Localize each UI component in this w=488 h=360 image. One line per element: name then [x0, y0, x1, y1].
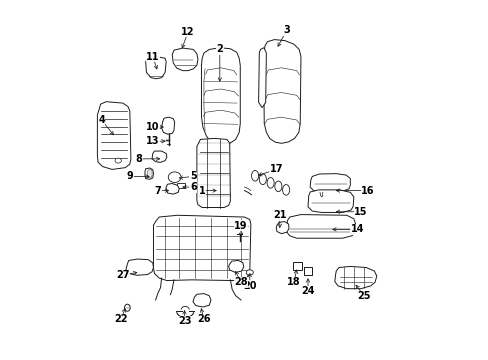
Text: 14: 14 — [350, 224, 364, 234]
Text: 16: 16 — [361, 186, 374, 195]
Polygon shape — [152, 151, 166, 162]
Polygon shape — [228, 260, 244, 273]
Text: 9: 9 — [126, 171, 133, 181]
Polygon shape — [153, 215, 250, 280]
Ellipse shape — [282, 185, 289, 195]
Polygon shape — [97, 102, 131, 170]
Text: 18: 18 — [286, 277, 300, 287]
Text: 25: 25 — [357, 292, 370, 301]
Text: 3: 3 — [283, 25, 289, 35]
Text: 26: 26 — [197, 314, 210, 324]
Text: 15: 15 — [353, 207, 367, 217]
Text: 5: 5 — [189, 171, 196, 181]
Text: 11: 11 — [146, 51, 159, 62]
Text: 13: 13 — [146, 136, 159, 146]
Polygon shape — [168, 172, 181, 183]
Text: 22: 22 — [114, 314, 127, 324]
Polygon shape — [177, 309, 193, 318]
Text: 7: 7 — [154, 186, 161, 195]
Polygon shape — [166, 184, 179, 194]
Polygon shape — [258, 48, 266, 108]
Text: 10: 10 — [146, 122, 159, 132]
Text: 1: 1 — [199, 186, 205, 195]
Ellipse shape — [115, 158, 121, 163]
Ellipse shape — [124, 304, 130, 311]
Polygon shape — [145, 168, 153, 179]
Text: 2: 2 — [216, 45, 223, 54]
Polygon shape — [147, 170, 152, 178]
Text: 23: 23 — [178, 316, 191, 326]
Polygon shape — [201, 48, 240, 145]
Ellipse shape — [259, 174, 266, 185]
Polygon shape — [309, 174, 349, 192]
Text: 24: 24 — [301, 286, 314, 296]
Polygon shape — [161, 117, 174, 134]
Text: 21: 21 — [272, 210, 286, 220]
Text: 17: 17 — [269, 165, 283, 174]
Text: 19: 19 — [234, 221, 247, 231]
Polygon shape — [307, 190, 353, 212]
Polygon shape — [193, 294, 210, 307]
Ellipse shape — [251, 171, 258, 181]
Text: 27: 27 — [116, 270, 129, 280]
Ellipse shape — [266, 177, 274, 188]
Bar — [176, 183, 184, 189]
Polygon shape — [172, 48, 198, 71]
Bar — [293, 262, 302, 270]
Ellipse shape — [246, 270, 253, 275]
Polygon shape — [276, 222, 288, 234]
Ellipse shape — [274, 181, 281, 192]
Text: 8: 8 — [135, 154, 142, 164]
Text: 4: 4 — [98, 115, 105, 125]
Polygon shape — [197, 138, 230, 207]
Polygon shape — [126, 259, 153, 275]
Text: 20: 20 — [243, 281, 256, 291]
Polygon shape — [334, 266, 376, 289]
Text: 6: 6 — [189, 182, 196, 192]
Polygon shape — [145, 57, 166, 79]
Text: 12: 12 — [181, 27, 194, 37]
Text: 28: 28 — [234, 277, 247, 287]
Polygon shape — [263, 40, 300, 143]
Bar — [304, 267, 312, 275]
Polygon shape — [285, 215, 355, 238]
